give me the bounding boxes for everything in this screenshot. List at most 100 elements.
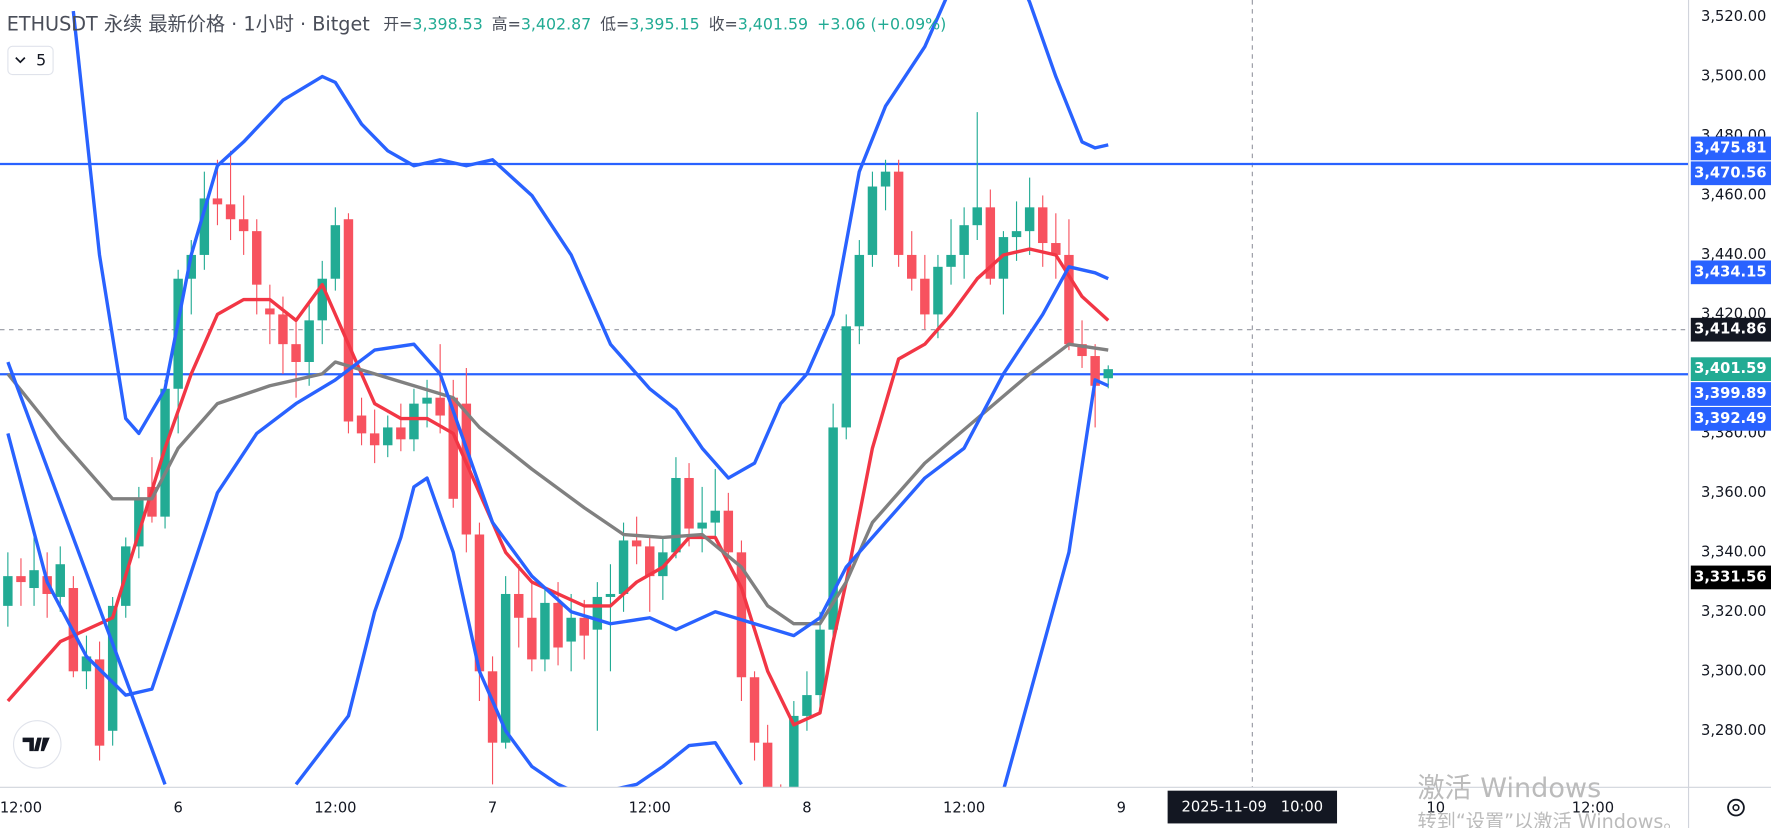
candle-body [579,617,589,636]
candle-body [920,278,930,315]
candle-body [972,207,982,226]
candle-body [645,546,655,577]
candle-body [933,266,943,315]
indicator-line [71,0,1109,480]
ohlc-value: 3,402.87 [521,14,591,33]
candle-body [723,510,734,553]
candle-body [448,397,458,499]
price-tag-label: 3,475.81 [1694,139,1766,156]
candle-body [252,231,262,285]
candle-body [474,534,485,672]
candle-body [631,540,642,547]
change: +3.06 (+0.09%) [817,14,946,33]
candle-body [566,617,576,642]
price-tag-box [1690,317,1771,342]
overlay: 3,280.00 3,300.00 3,320.00 3,340.00 3,360.00… [0,8,1771,824]
candle-body [186,254,196,279]
candle-body [1090,356,1100,386]
candle-body [985,207,996,279]
ohlc-key: 收= [709,14,738,33]
tv-logo[interactable] [12,720,62,769]
y-tick-label: 3,500.00 [1701,67,1766,84]
candle-body [854,254,865,327]
candle-body [304,320,314,362]
candle-body [998,237,1009,279]
candle-body [461,403,472,535]
x-tick-label: 8 [802,800,811,817]
candle-body [396,427,406,440]
candle-body [553,602,563,648]
y-tick-label: 3,440.00 [1701,246,1766,263]
candle-body [1011,231,1022,238]
x-tick-label: 12:00 [314,800,356,817]
ohlc-header: 开= 3,398.53 高= 3,402.87 低= 3,395.15 收= 3,401.59… [383,14,946,33]
watermark-title: 激活 Windows [1417,773,1601,804]
candle-body [1064,254,1074,345]
candle-body [487,671,498,743]
candle-body [1077,344,1087,357]
settings-icon[interactable] [1727,798,1745,817]
watermark-text: 转到“设置”以激活 Windows。 [1417,810,1682,828]
price-tag-box [1690,357,1771,382]
price-tag-label: 3,331.56 [1694,568,1766,585]
candle-body [828,427,838,630]
candle-body [278,314,288,345]
ohlc-key: 开= [383,14,412,33]
chart-title: ETHUSDT 永续 最新价格 · 1小时 · Bitget [7,12,370,35]
candle-body [946,254,956,267]
candle-body [291,344,301,362]
candle-body [1038,207,1048,244]
crosshair-time-box [1167,790,1338,824]
y-tick-label: 3,340.00 [1701,543,1766,560]
candle-body [435,397,445,416]
candle-body [317,278,327,321]
x-tick-label: 9 [1117,800,1126,817]
candle-body [684,477,694,529]
interval: 5 [36,51,46,70]
candle-body [697,522,707,529]
ohlc-value: 3,401.59 [738,14,808,33]
ohlc-value: 3,395.15 [629,14,699,33]
price-tag-label: 3,399.89 [1694,385,1766,402]
interval-button[interactable]: 5 [7,45,54,76]
y-tick-label: 3,280.00 [1701,722,1766,739]
price-tag-box [1690,407,1771,431]
candle-body [55,564,65,597]
x-tick-label: 6 [173,800,182,817]
candle-body [173,278,183,389]
price-tag-box [1690,161,1771,186]
candle-body [514,593,524,618]
price-tag-label: 3,401.59 [1694,360,1766,377]
x-tick-label: 12:00 [943,800,985,817]
candle-body [212,198,223,205]
x-tick-label: 10 [1426,800,1445,817]
candle-body [762,742,773,788]
candle-body [907,254,917,279]
candle-body [343,219,354,422]
x-tick-label: 7 [488,800,497,817]
candle-body [225,204,236,220]
candle-body [383,427,393,446]
candle-body [736,552,747,678]
x-tick-label: 12:00 [1572,800,1614,817]
ohlc-key: 低= [600,14,629,33]
indicator-line [294,378,1109,788]
candle-body [605,593,616,597]
y-tick-label: 3,360.00 [1701,484,1766,501]
indicator-line [6,247,1110,727]
y-tick-label: 3,460.00 [1701,186,1766,203]
candle-body [880,171,891,187]
price-tag-box [1690,136,1771,161]
candle-body [789,715,799,788]
candle-body [749,677,760,743]
candle-body [527,617,537,660]
candle-body [356,415,367,434]
candle-body [409,403,419,440]
plot-area [0,0,1689,788]
candle-body [16,576,26,583]
ohlc-value: 3,398.53 [412,14,482,33]
ohlc-key: 高= [492,14,521,33]
